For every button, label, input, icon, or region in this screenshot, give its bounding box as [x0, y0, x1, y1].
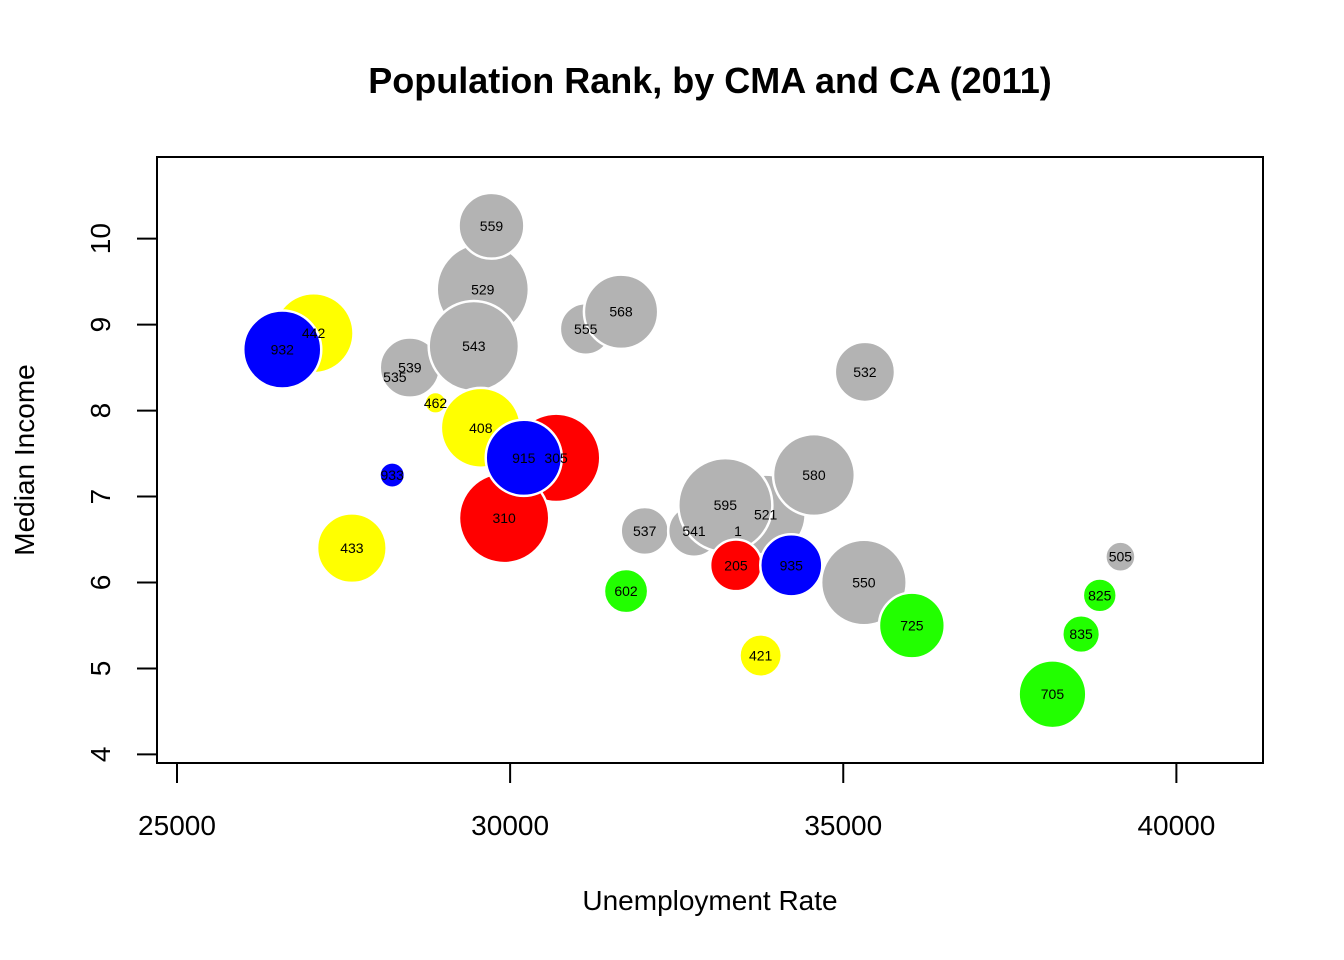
bubble-label-205: 205: [724, 557, 748, 573]
bubble-label-825: 825: [1088, 587, 1112, 603]
bubble-label-529: 529: [471, 281, 495, 297]
bubble-462: [423, 390, 448, 415]
bubble-label-462: 462: [424, 395, 448, 411]
x-tick-label: 30000: [471, 810, 549, 841]
bubble-label-580: 580: [802, 467, 826, 483]
bubble-label-539: 539: [398, 360, 422, 376]
bubble-421: [738, 633, 784, 678]
bubble-580: [771, 432, 857, 518]
bubble-725: [877, 591, 947, 660]
y-axis: 4 5 6 7 8 9 10: [85, 223, 158, 763]
x-tick-label: 25000: [138, 810, 216, 841]
bubble-label-442: 442: [302, 325, 326, 341]
bubble-835: [1061, 614, 1102, 655]
bubble-label-595: 595: [714, 497, 738, 513]
bubble-label-602: 602: [614, 583, 638, 599]
bubble-label-935: 935: [780, 557, 804, 573]
bubble-label-408: 408: [469, 420, 493, 436]
y-tick-label: 5: [85, 661, 116, 677]
bubble-label-532: 532: [853, 364, 877, 380]
bubble-label-555: 555: [574, 321, 598, 337]
chart-title: Population Rank, by CMA and CA (2011): [368, 60, 1051, 101]
y-axis-label: Median Income: [9, 364, 40, 555]
bubble-550: [819, 538, 908, 627]
bubble-label-305: 305: [544, 450, 568, 466]
bubble-label-310: 310: [492, 510, 516, 526]
bubble-label-537: 537: [633, 523, 657, 539]
bubble-559: [457, 191, 526, 260]
bubble-label-535: 535: [383, 369, 407, 385]
bubble-932: [241, 309, 323, 390]
bubble-label-725: 725: [900, 617, 924, 633]
x-tick-label: 35000: [804, 810, 882, 841]
y-tick-label: 9: [85, 317, 116, 333]
bubble-602: [602, 567, 650, 615]
bubble-label-421: 421: [749, 648, 773, 664]
bubble-label-1: 1: [734, 523, 742, 539]
bubble-705: [1017, 659, 1088, 730]
bubble-935: [759, 533, 824, 598]
bubble-label-550: 550: [852, 574, 876, 590]
bubble-568: [582, 273, 660, 351]
bubble-label-568: 568: [609, 304, 633, 320]
bubble-933: [378, 461, 407, 489]
bubble-label-543: 543: [462, 338, 486, 354]
bubble-505: [1104, 540, 1137, 573]
bubble-label-433: 433: [340, 540, 364, 556]
bubble-label-835: 835: [1069, 626, 1093, 642]
x-axis: 25000 30000 35000 40000: [138, 762, 1215, 841]
y-tick-label: 6: [85, 575, 116, 591]
bubble-915: [484, 418, 564, 498]
bubble-433: [315, 512, 388, 585]
bubble-label-541: 541: [682, 523, 706, 539]
bubble-label-933: 933: [381, 467, 405, 483]
y-tick-label: 8: [85, 403, 116, 419]
x-tick-label: 40000: [1137, 810, 1215, 841]
bubble-label-932: 932: [271, 342, 295, 358]
bubble-label-521: 521: [754, 507, 778, 523]
y-tick-label: 4: [85, 747, 116, 763]
y-tick-label: 7: [85, 489, 116, 505]
bubble-layer: [241, 191, 1137, 730]
y-tick-label: 10: [85, 223, 116, 254]
bubble-label-705: 705: [1041, 686, 1065, 702]
bubble-label-505: 505: [1109, 549, 1133, 565]
bubble-label-915: 915: [512, 450, 536, 466]
bubble-825: [1081, 577, 1118, 614]
x-axis-label: Unemployment Rate: [582, 885, 837, 916]
bubble-label-559: 559: [480, 218, 504, 234]
bubble-532: [833, 340, 897, 404]
